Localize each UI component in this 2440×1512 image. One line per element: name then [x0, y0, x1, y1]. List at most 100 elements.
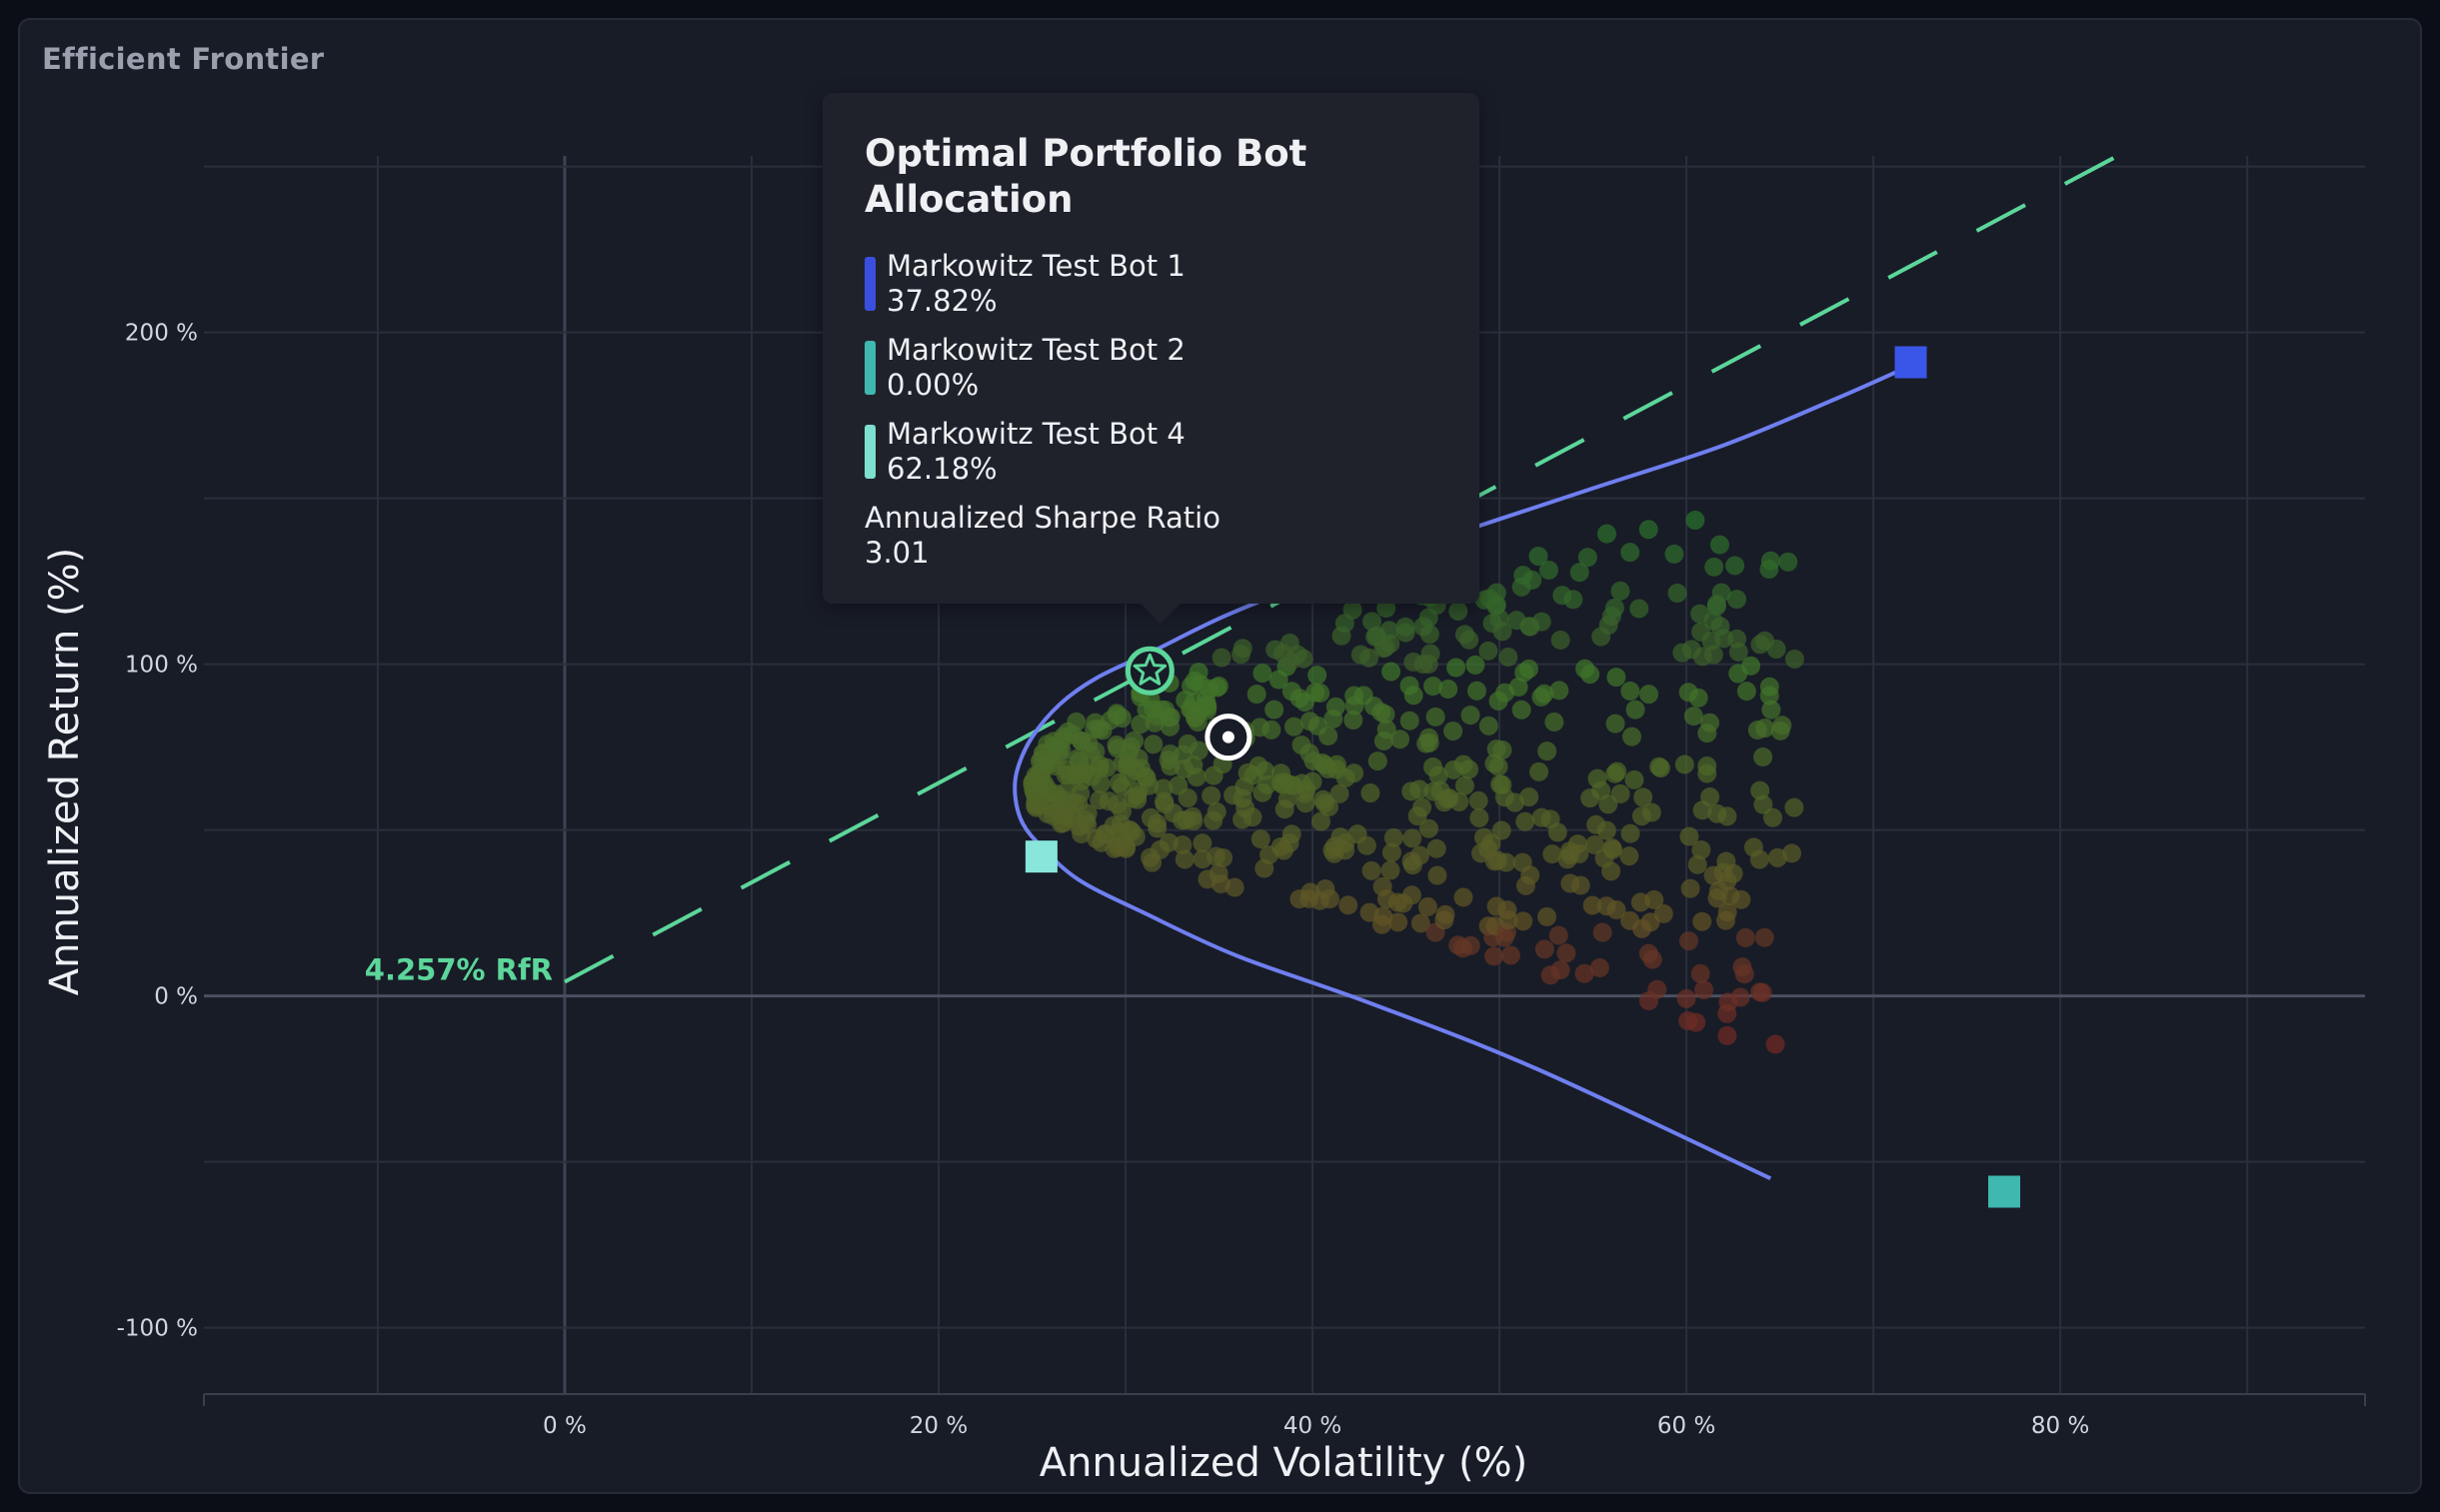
allocation-value: 0.00%: [887, 368, 980, 402]
simulated-portfolio-point: [1622, 727, 1642, 747]
y-tick-label: 100 %: [125, 653, 198, 679]
simulated-portfolio-point: [1371, 703, 1391, 723]
simulated-portfolio-point: [1667, 583, 1687, 603]
allocation-color-bar: [865, 257, 876, 311]
simulated-portfolio-point: [1784, 649, 1804, 669]
simulated-portfolio-point: [1087, 828, 1107, 848]
simulated-portfolio-point: [1518, 659, 1538, 679]
simulated-portfolio-point: [1468, 790, 1488, 810]
simulated-portfolio-point: [1687, 854, 1707, 874]
simulated-portfolio-point: [1350, 645, 1370, 665]
simulated-portfolio-point: [1323, 709, 1343, 729]
simulated-portfolio-point: [1537, 906, 1557, 926]
simulated-portfolio-point: [1067, 712, 1087, 732]
simulated-portfolio-point: [1294, 693, 1314, 713]
simulated-portfolio-point: [1531, 807, 1551, 827]
simulated-portfolio-point: [1214, 847, 1233, 867]
simulated-portfolio-point: [1390, 730, 1410, 750]
simulated-portfolio-point: [1230, 645, 1250, 665]
simulated-portfolio-point: [1591, 780, 1611, 800]
simulated-portfolio-point: [1044, 732, 1064, 752]
simulated-portfolio-point: [1727, 590, 1747, 610]
simulated-portfolio-point: [1234, 776, 1254, 796]
simulated-portfolio-point: [1353, 686, 1373, 706]
y-tick-label: 200 %: [125, 321, 198, 347]
simulated-portfolio-point: [1418, 818, 1438, 838]
labels-layer: 0 % 20 % 40 % 60 % 80 % -100 % 0 % 100 % 200 % An…: [42, 321, 2089, 1486]
allocation-row: Markowitz Test Bot 4 62.18%: [865, 417, 1439, 487]
simulated-portfolio-point: [1538, 560, 1558, 580]
simulated-portfolio-point: [1446, 658, 1466, 678]
simulated-portfolio-point: [1272, 644, 1292, 664]
simulated-portfolio-point: [1399, 676, 1419, 696]
simulated-portfolio-point: [1672, 643, 1692, 663]
simulated-portfolio-point: [1469, 807, 1489, 827]
simulated-portfolio-point: [1639, 685, 1659, 705]
simulated-portfolio-point: [1709, 535, 1729, 555]
allocation-value: 62.18%: [887, 452, 998, 486]
simulated-portfolio-point: [1528, 547, 1548, 567]
panel-title: Efficient Frontier: [42, 42, 325, 76]
allocation-row: Markowitz Test Bot 2 0.00%: [865, 333, 1439, 403]
risk-free-rate-label: 4.257% RfR: [365, 952, 553, 986]
simulated-portfolio-point: [1423, 677, 1443, 697]
simulated-portfolio-point: [1492, 622, 1512, 642]
simulated-portfolio-point: [1478, 716, 1498, 736]
simulated-portfolio-point: [1091, 773, 1111, 793]
simulated-portfolio-point: [1097, 757, 1117, 777]
simulated-portfolio-point: [1299, 712, 1319, 732]
simulated-portfolio-point: [1691, 840, 1711, 860]
simulated-portfolio-point: [1750, 780, 1770, 800]
simulated-portfolio-point: [1508, 678, 1528, 698]
simulated-portfolio-point: [1395, 617, 1415, 637]
min-variance-marker-center: [1221, 731, 1234, 744]
simulated-portfolio-point: [1692, 800, 1712, 820]
simulated-portfolio-point: [1376, 720, 1396, 740]
simulated-portfolio-point: [1625, 700, 1645, 720]
simulated-portfolio-point: [1694, 980, 1714, 1000]
simulated-portfolio-point: [1633, 787, 1653, 807]
simulated-portfolio-point: [1491, 820, 1511, 840]
simulated-portfolio-point: [1717, 902, 1737, 922]
simulated-portfolio-point: [1498, 647, 1518, 667]
simulated-portfolio-point: [1479, 589, 1499, 609]
simulated-portfolio-point: [1148, 813, 1168, 833]
simulated-portfolio-point: [1362, 612, 1382, 632]
optimal-portfolio-marker: [1125, 646, 1175, 696]
simulated-portfolio-point: [1164, 803, 1184, 823]
asset-marker: [1894, 346, 1927, 379]
simulated-portfolio-point: [1589, 958, 1609, 978]
simulated-portfolio-point: [1173, 834, 1193, 854]
allocation-row: Markowitz Test Bot 1 37.82%: [865, 249, 1439, 319]
simulated-portfolio-point: [1606, 899, 1626, 919]
simulated-portfolio-point: [1338, 895, 1358, 915]
simulated-portfolio-point: [1747, 721, 1767, 741]
y-axis-title: Annualized Return (%): [42, 548, 88, 996]
simulated-portfolio-point: [1175, 849, 1195, 869]
simulated-portfolio-point: [1569, 563, 1589, 583]
simulated-portfolio-point: [1631, 806, 1651, 826]
simulated-portfolio-point: [1418, 608, 1438, 628]
simulated-portfolio-point: [1548, 925, 1568, 945]
simulated-portfolio-point: [1034, 773, 1054, 793]
simulated-portfolio-point: [1154, 778, 1174, 798]
simulated-portfolio-point: [1750, 635, 1770, 655]
y-tick-label: -100 %: [117, 1316, 198, 1342]
simulated-portfolio-point: [1674, 755, 1694, 774]
allocation-color-bar: [865, 425, 876, 479]
simulated-portfolio-point: [1427, 865, 1447, 885]
simulated-portfolio-point: [1556, 943, 1576, 963]
simulated-portfolio-point: [1291, 736, 1311, 756]
simulated-portfolio-point: [1460, 706, 1480, 726]
simulated-portfolio-point: [1549, 681, 1569, 701]
simulated-portfolio-point: [1784, 797, 1804, 817]
simulated-portfolio-point: [1680, 878, 1700, 898]
simulated-portfolio-point: [1425, 707, 1445, 727]
simulated-portfolio-point: [1359, 902, 1379, 922]
simulated-portfolio-point: [1704, 557, 1724, 577]
simulated-portfolio-point: [1120, 819, 1140, 839]
simulated-portfolio-point: [1735, 927, 1755, 947]
simulated-portfolio-point: [1620, 823, 1640, 843]
simulated-portfolio-point: [1706, 595, 1726, 615]
efficient-frontier-line: [1013, 363, 1912, 1181]
